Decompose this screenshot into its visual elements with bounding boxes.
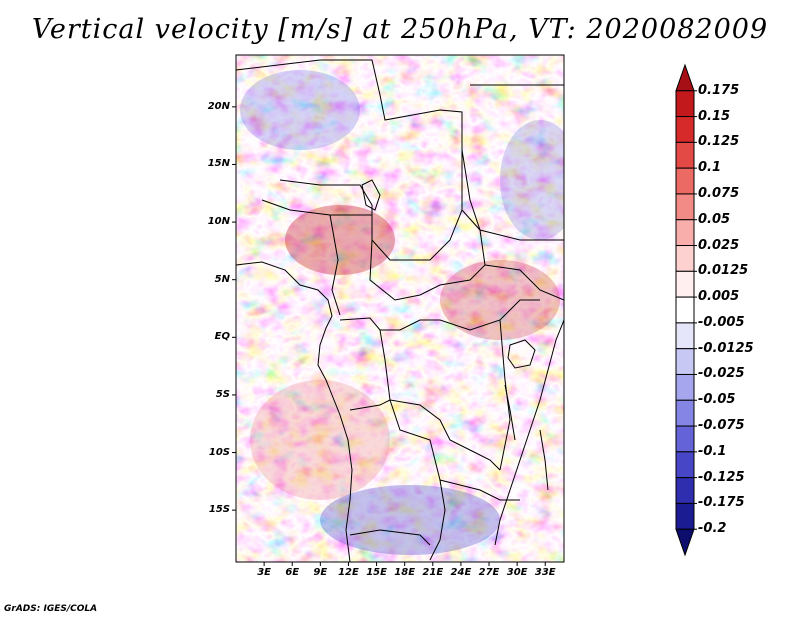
colorbar-level-label: 0.125: [698, 134, 740, 150]
colorbar-swatch: [675, 399, 695, 427]
colorbar-swatch: [675, 90, 695, 118]
colorbar-swatch: [675, 270, 695, 298]
axis-ticks: [232, 106, 546, 566]
lat-label: 10N: [207, 216, 230, 228]
colorbar-swatch: [675, 322, 695, 350]
colorbar-level-label: -0.1: [698, 443, 727, 459]
colorbar-level-label: 0.025: [698, 237, 740, 253]
colorbar-swatch: [675, 348, 695, 375]
colorbar-swatch: [675, 477, 695, 504]
lon-label: 6E: [285, 567, 300, 578]
colorbar-level-label: -0.2: [698, 521, 727, 537]
lon-label: 21E: [422, 567, 444, 578]
colorbar-level-label: -0.0125: [698, 340, 754, 356]
colorbar-swatch: [675, 63, 695, 92]
country-borders: [236, 59, 564, 562]
colorbar-level-label: -0.075: [698, 418, 745, 434]
plot-title: Vertical velocity [m/s] at 250hPa, VT: 2…: [31, 14, 769, 45]
velocity-field: [236, 55, 564, 562]
lon-label: 3E: [257, 567, 271, 578]
lat-label: 15S: [208, 504, 230, 516]
colorbar-swatch: [675, 219, 695, 247]
colorbar-swatch: [675, 296, 695, 324]
colorbar-level-label: 0.0125: [698, 263, 749, 279]
colorbar-level-label: 0.075: [698, 185, 740, 201]
colorbar-swatch: [675, 167, 695, 195]
lat-label: 5N: [214, 273, 230, 285]
lon-label: 12E: [338, 567, 359, 578]
lon-label: 24E: [450, 567, 472, 578]
colorbar-swatch: [675, 451, 695, 479]
lon-label: 9E: [313, 567, 328, 578]
lon-label: 15E: [366, 567, 387, 578]
lon-label: 30E: [506, 567, 528, 578]
colorbar-level-label: 0.005: [698, 289, 740, 305]
colorbar-level-label: -0.175: [698, 495, 745, 511]
colorbar-level-label: 0.05: [698, 211, 731, 227]
lon-label: 33E: [534, 567, 556, 578]
lon-label: 18E: [394, 567, 416, 578]
colorbar-level-label: 0.1: [698, 160, 722, 176]
lon-label: 27E: [478, 567, 500, 578]
colorbar-swatch: [675, 141, 695, 169]
colorbar-swatch: [675, 245, 695, 272]
colorbar-swatch: [675, 502, 695, 530]
colorbar-level-label: -0.005: [698, 314, 745, 330]
map-frame: [235, 54, 565, 563]
colorbar: [675, 63, 697, 557]
credit-text: GrADS: IGES/COLA: [4, 604, 98, 614]
lat-label: 20N: [207, 100, 230, 112]
lat-label: 5S: [215, 388, 230, 400]
colorbar-swatch: [675, 425, 695, 453]
colorbar-swatch: [675, 116, 695, 143]
colorbar-swatch: [675, 373, 695, 401]
colorbar-level-label: 0.175: [698, 82, 740, 98]
colorbar-swatch: [675, 528, 695, 557]
lat-label: EQ: [214, 331, 230, 343]
colorbar-level-label: -0.05: [698, 392, 736, 408]
colorbar-swatch: [675, 193, 695, 221]
colorbar-level-label: 0.15: [698, 108, 731, 124]
colorbar-level-label: -0.125: [698, 469, 745, 485]
lat-label: 10S: [208, 446, 230, 458]
lat-label: 15N: [207, 158, 230, 170]
colorbar-level-label: -0.025: [698, 366, 745, 382]
